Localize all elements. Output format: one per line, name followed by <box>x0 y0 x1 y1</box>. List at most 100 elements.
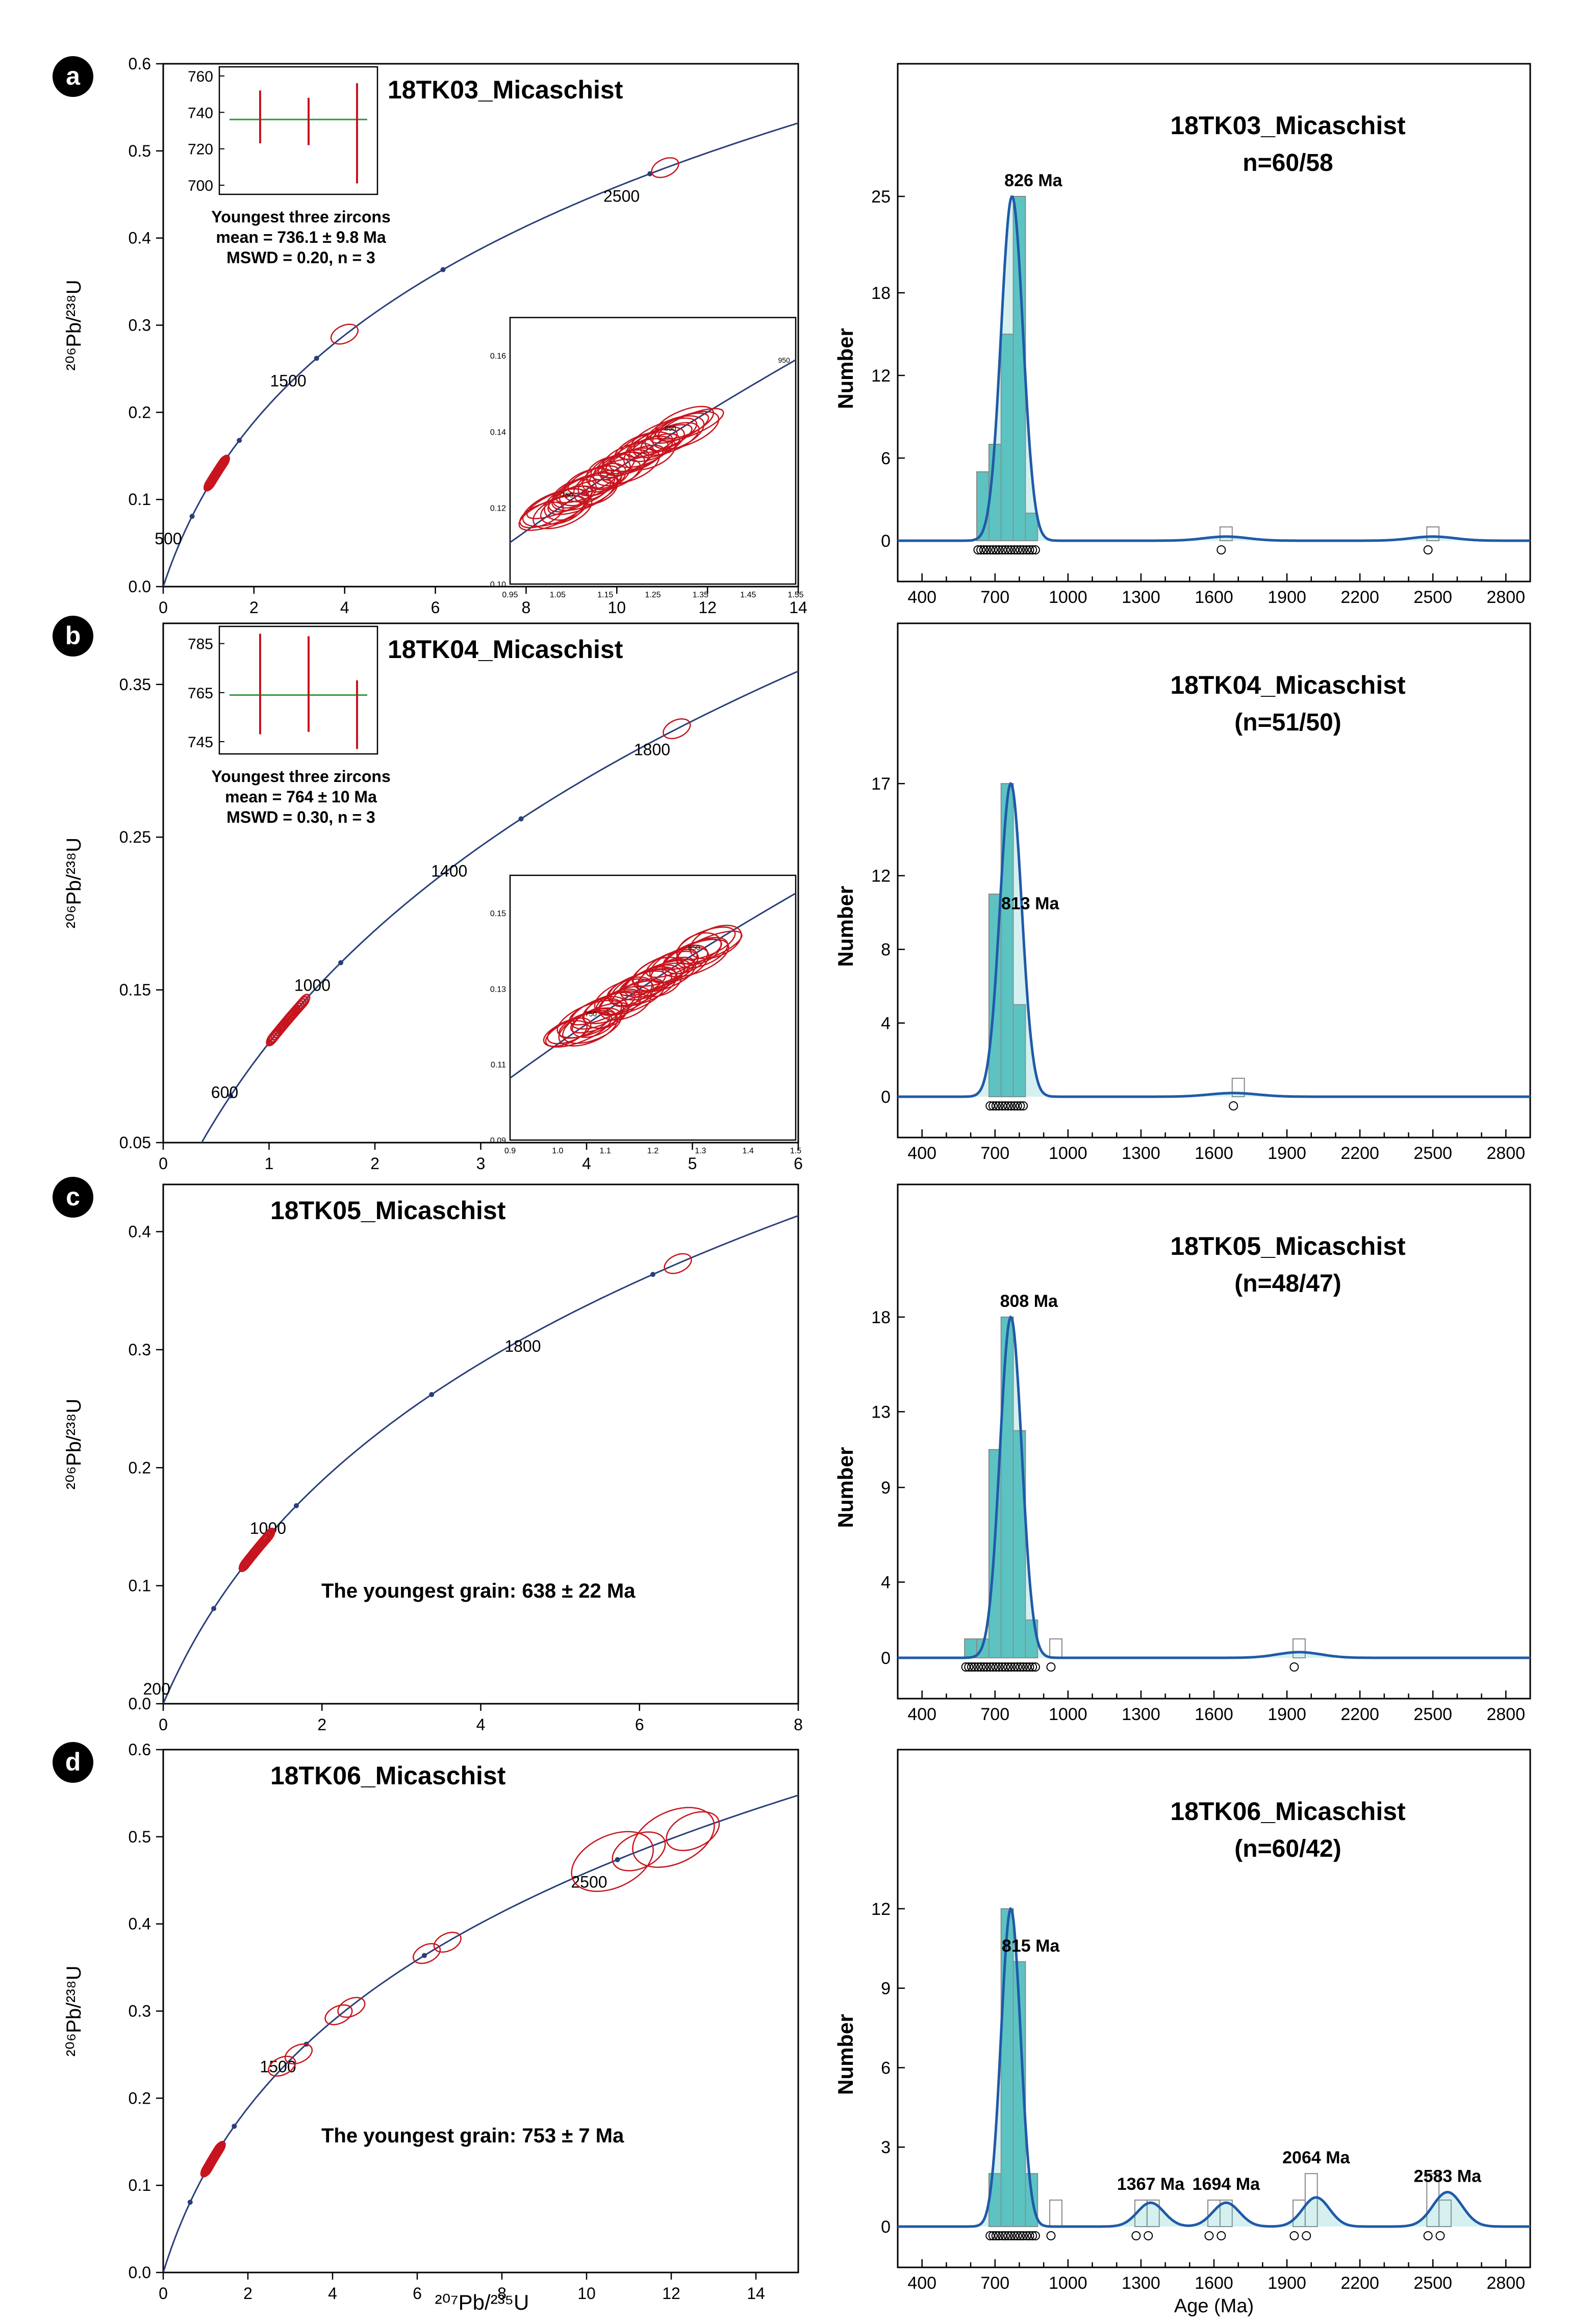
kde-plot-d: 0 3 6 9 12 Number 400 700 1000 1300 1600 1900 2200 25… <box>833 1749 1531 2317</box>
age-marker <box>1289 2231 1299 2240</box>
histogram-bar <box>1231 1077 1245 1097</box>
analysis-ellipse <box>324 2004 353 2026</box>
kde-x-tick-label: 1300 <box>1122 1144 1160 1163</box>
age-marker <box>994 2231 1004 2240</box>
kde-plot-a: 0 6 12 18 25 Number 400 700 1000 1300 1600 1900 2200… <box>833 63 1531 607</box>
age-marker <box>982 1662 992 1672</box>
kde-x-tick-label: 700 <box>980 1144 1009 1163</box>
y-tick-label: 0.4 <box>129 229 151 247</box>
concordia-age-dot <box>237 438 242 443</box>
kde-y-label: Number <box>833 886 857 967</box>
age-marker <box>1022 545 1031 554</box>
analysis-ellipse <box>666 1811 720 1851</box>
y-tick-label: 0.15 <box>119 981 151 999</box>
kde-subtitle: (n=48/47) <box>1234 1270 1341 1297</box>
age-marker <box>1016 1662 1025 1672</box>
y-tick-label: 0.35 <box>119 675 151 694</box>
kde-y-tick-label: 4 <box>881 1014 891 1033</box>
x-tick-label: 6 <box>413 2284 422 2303</box>
age-marker <box>970 1662 979 1672</box>
inset-x-tick-label: 1.1 <box>600 1147 611 1155</box>
age-marker <box>985 2231 995 2240</box>
mean-box-stat-line: MSWD = 0.20, n = 3 <box>226 248 375 267</box>
concordia-age-dot <box>440 267 446 272</box>
inset-age-label: 750 <box>585 1009 597 1018</box>
kde-y-label: Number <box>833 328 857 409</box>
kde-x-tick-label: 700 <box>980 588 1009 607</box>
kde-y-tick-label: 18 <box>871 284 891 303</box>
histogram-bar <box>1000 783 1014 1097</box>
age-marker <box>1025 1662 1034 1672</box>
age-marker <box>1204 2231 1214 2240</box>
panel-badge <box>53 1742 93 1783</box>
mean-box-tick-label: 745 <box>188 734 213 751</box>
concordia-age-label: 1500 <box>270 371 306 390</box>
x-tick-label: 12 <box>698 598 717 617</box>
mean-box-stat-line: mean = 764 ± 10 Ma <box>225 788 377 806</box>
x-tick-label: 6 <box>635 1715 644 1734</box>
age-marker <box>1016 545 1025 554</box>
inset-ellipse <box>533 492 593 529</box>
concordia-age-dot <box>421 1953 427 1958</box>
analysis-ellipse <box>612 1831 666 1872</box>
age-marker <box>1000 1101 1010 1110</box>
y-tick-label: 0.4 <box>129 1223 151 1241</box>
peak-age-label: 815 Ma <box>1002 1936 1060 1956</box>
x-tick-label: 3 <box>476 1154 486 1173</box>
kde-y-label: Number <box>833 2014 857 2095</box>
concordia-age-label: 1400 <box>431 862 467 880</box>
analysis-ellipse <box>268 1027 282 1044</box>
age-marker <box>991 2231 1001 2240</box>
age-marker <box>1030 1662 1040 1672</box>
inset-concordia-curve <box>510 359 796 544</box>
panel-letter: b <box>65 621 81 650</box>
concordia-frame <box>162 1183 799 1705</box>
age-marker <box>988 2231 998 2240</box>
age-marker <box>1006 1662 1016 1672</box>
panel-letter: c <box>66 1182 80 1211</box>
analysis-ellipse <box>268 2056 296 2077</box>
age-marker <box>994 1101 1004 1110</box>
kde-x-tick-label: 1000 <box>1049 588 1087 607</box>
histogram-bar <box>1049 2200 1062 2228</box>
age-marker <box>979 545 989 554</box>
y-tick-label: 0.0 <box>129 1695 151 1713</box>
inset-x-tick-label: 0.9 <box>504 1147 516 1155</box>
analysis-ellipse <box>203 2157 216 2173</box>
kde-y-tick-label: 0 <box>881 1088 891 1107</box>
analysis-ellipse <box>256 1534 269 1551</box>
y-tick-label: 0.3 <box>129 1341 151 1359</box>
age-marker <box>1022 2231 1031 2240</box>
age-marker <box>976 1662 986 1672</box>
age-marker <box>991 1662 1001 1672</box>
age-marker <box>994 1662 1004 1672</box>
kde-x-tick-label: 2200 <box>1340 588 1379 607</box>
y-tick-label: 0.4 <box>129 1915 151 1933</box>
inset-plot: 0.9 1.0 1.1 1.2 1.3 1.4 1.5 0.15 0.13 0.11 0.09 750… <box>490 874 801 1155</box>
age-marker <box>1423 545 1433 554</box>
analysis-ellipse <box>412 1943 441 1964</box>
inset-x-tick-label: 1.5 <box>790 1147 801 1155</box>
mean-box-tick-label: 785 <box>188 636 213 653</box>
kde-x-tick-label: 700 <box>980 1705 1009 1724</box>
panel-badge <box>53 56 93 97</box>
inset-ellipse <box>676 926 736 961</box>
analysis-ellipse <box>571 1831 654 1892</box>
kde-x-tick-label: 2800 <box>1486 588 1525 607</box>
age-marker <box>1006 2231 1016 2240</box>
kde-curve <box>898 1315 1530 1659</box>
kde-x-tick-label: 1300 <box>1122 1705 1160 1724</box>
inset-x-tick-label: 1.0 <box>552 1147 563 1155</box>
youngest-grain-text: The youngest grain: 753 ± 7 Ma <box>321 2125 624 2147</box>
kde-x-tick-label: 1600 <box>1195 1705 1233 1724</box>
age-marker <box>998 1662 1007 1672</box>
kde-y-tick-label: 6 <box>881 2058 891 2078</box>
mean-box-tick-label: 700 <box>188 178 213 194</box>
inset-ellipse <box>547 479 615 515</box>
x-tick-label: 8 <box>794 1715 803 1734</box>
inset-ellipse <box>555 469 623 503</box>
kde-y-tick-label: 12 <box>871 1900 891 1919</box>
concordia-plot-a: 0 2 4 6 8 10 12 14 0.0 0.1 0.2 0.3 0.4 0.5 0.6 ²⁰⁶Pb/²³… <box>63 55 807 617</box>
age-marker <box>1019 545 1028 554</box>
y-tick-label: 0.25 <box>119 828 151 846</box>
